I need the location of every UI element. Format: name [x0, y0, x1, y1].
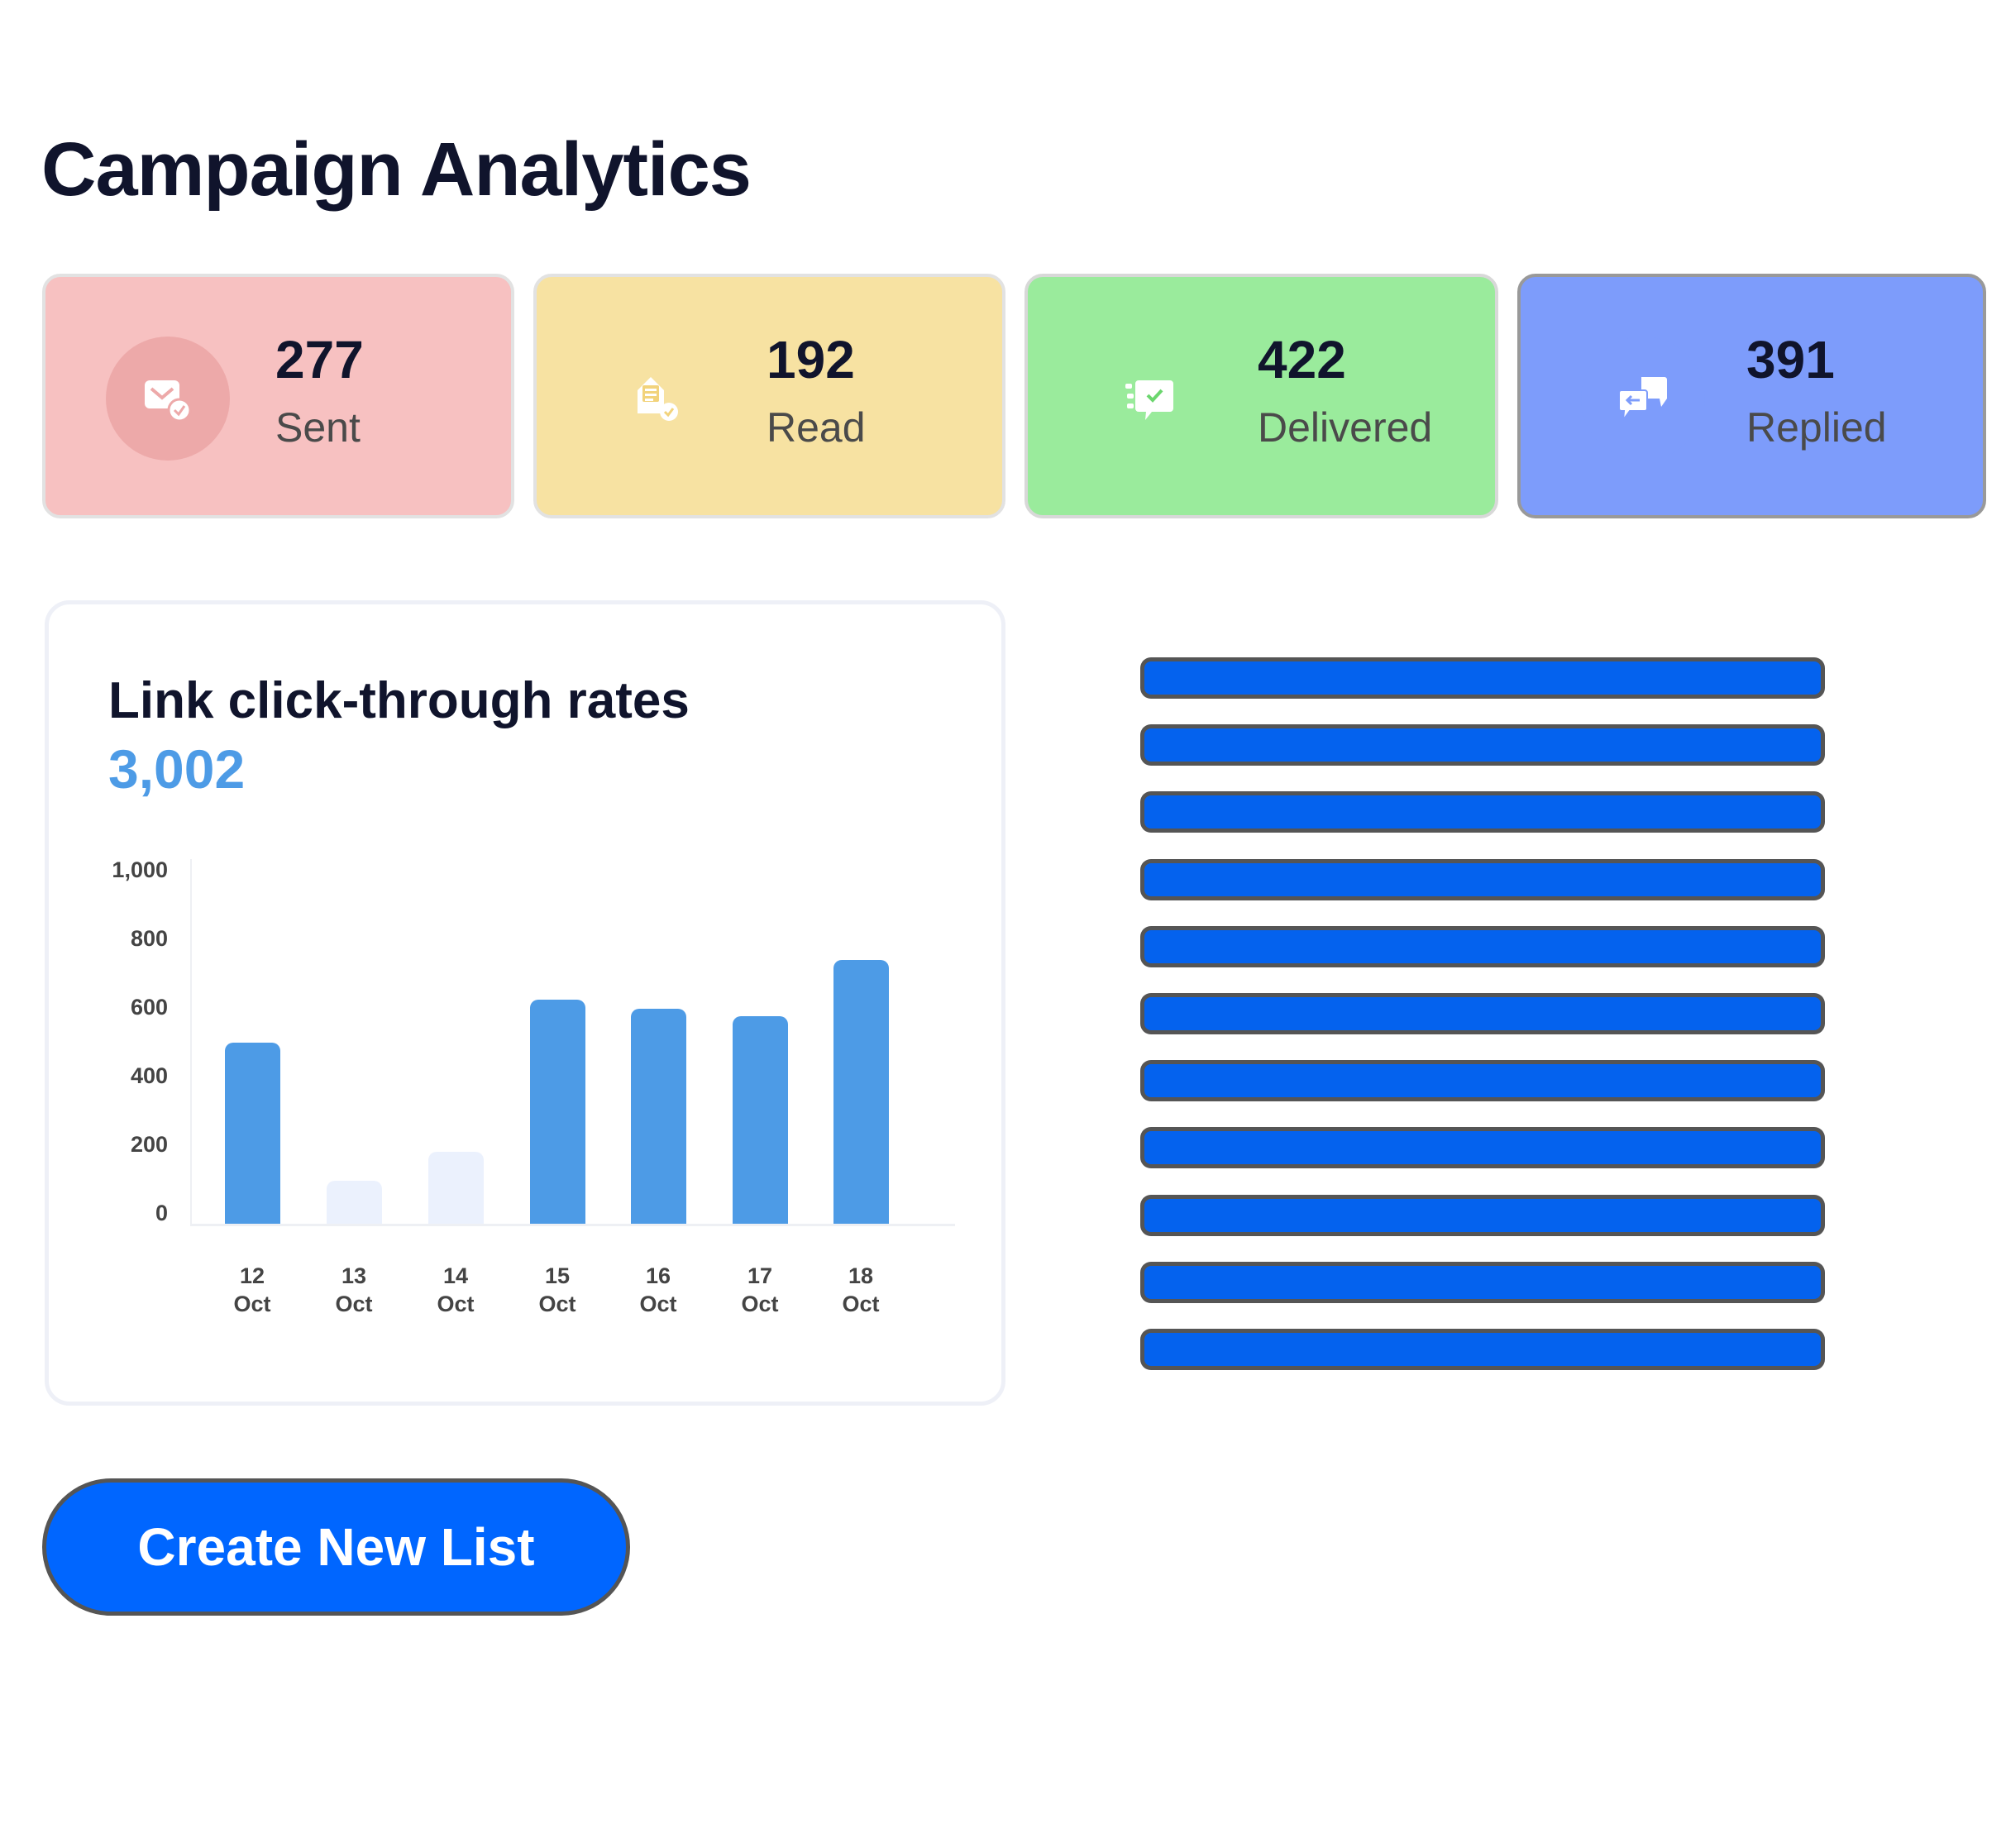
stat-card-replied: 391 Replied	[1517, 274, 1986, 518]
envelope-check-icon	[106, 337, 230, 461]
page-title: Campaign Analytics	[41, 127, 752, 212]
stat-label-read: Read	[767, 404, 866, 451]
chart-title: Link click-through rates	[108, 672, 690, 729]
skeleton-line	[1144, 1064, 1821, 1098]
x-tick-line: 16	[645, 1263, 671, 1288]
x-tick-line: 12	[239, 1263, 265, 1288]
click-through-chart-card: Link click-through rates 3,002 1,000 800…	[45, 600, 1005, 1406]
y-tick: 400	[130, 1063, 168, 1088]
chat-delivered-icon	[1088, 337, 1212, 461]
skeleton-line	[1144, 795, 1821, 829]
y-axis-line	[190, 859, 192, 1225]
x-tick-line: 18	[848, 1263, 874, 1288]
x-tick: 12 Oct	[211, 1262, 294, 1318]
stat-card-sent: 277 Sent	[42, 274, 514, 518]
x-tick-line: Oct	[741, 1292, 779, 1316]
bar-18-oct[interactable]	[833, 960, 889, 1224]
y-tick: 0	[155, 1201, 168, 1225]
bar-13-oct[interactable]	[327, 1181, 382, 1224]
create-new-list-button[interactable]: Create New List	[42, 1478, 630, 1616]
skeleton-line	[1144, 929, 1821, 963]
chart-total-value: 3,002	[108, 738, 246, 800]
x-tick-line: Oct	[842, 1292, 880, 1316]
stat-value-read: 192	[767, 330, 855, 389]
bar-12-oct[interactable]	[225, 1043, 280, 1224]
skeleton-line	[1144, 1265, 1821, 1299]
y-tick: 1,000	[112, 857, 168, 882]
x-tick-line: 14	[442, 1263, 469, 1288]
x-tick-line: Oct	[538, 1292, 576, 1316]
stat-card-read: 192 Read	[533, 274, 1005, 518]
bar-16-oct[interactable]	[631, 1009, 686, 1224]
x-tick: 16 Oct	[617, 1262, 700, 1318]
x-tick: 17 Oct	[719, 1262, 801, 1318]
x-tick-line: Oct	[437, 1292, 475, 1316]
x-tick: 14 Oct	[414, 1262, 497, 1318]
skeleton-line	[1144, 728, 1821, 762]
y-tick: 200	[130, 1132, 168, 1157]
x-axis-line	[190, 1224, 955, 1226]
x-tick-line: 17	[747, 1263, 773, 1288]
skeleton-line	[1144, 661, 1821, 695]
bar-17-oct[interactable]	[733, 1016, 788, 1224]
x-tick-line: Oct	[639, 1292, 677, 1316]
x-tick-line: Oct	[335, 1292, 373, 1316]
y-axis: 1,000 800 600 400 200 0	[69, 604, 168, 1402]
skeleton-line	[1144, 1333, 1821, 1366]
y-tick: 600	[130, 995, 168, 1020]
skeleton-line	[1144, 1198, 1821, 1232]
bar-14-oct[interactable]	[428, 1152, 484, 1224]
skeleton-line	[1144, 1131, 1821, 1165]
stat-value-sent: 277	[275, 330, 364, 389]
skeleton-line	[1144, 997, 1821, 1030]
stat-label-delivered: Delivered	[1258, 404, 1433, 451]
open-letter-check-icon	[597, 337, 721, 461]
stat-label-sent: Sent	[275, 404, 361, 451]
x-tick: 15 Oct	[516, 1262, 599, 1318]
x-tick-line: Oct	[233, 1292, 271, 1316]
stat-value-replied: 391	[1746, 330, 1835, 389]
bar-chart: 1,000 800 600 400 200 0 12 Oct 13 Oct 14 Oct 1…	[49, 604, 1001, 1402]
x-tick-line: 13	[341, 1263, 367, 1288]
stat-label-replied: Replied	[1746, 404, 1887, 451]
chat-reply-icon	[1581, 337, 1705, 461]
stat-value-delivered: 422	[1258, 330, 1346, 389]
skeleton-line	[1144, 862, 1821, 896]
stat-card-delivered: 422 Delivered	[1024, 274, 1498, 518]
y-tick: 800	[130, 926, 168, 951]
bar-15-oct[interactable]	[530, 1000, 585, 1224]
x-tick: 13 Oct	[313, 1262, 395, 1318]
x-tick-line: 15	[544, 1263, 571, 1288]
x-tick: 18 Oct	[819, 1262, 902, 1318]
